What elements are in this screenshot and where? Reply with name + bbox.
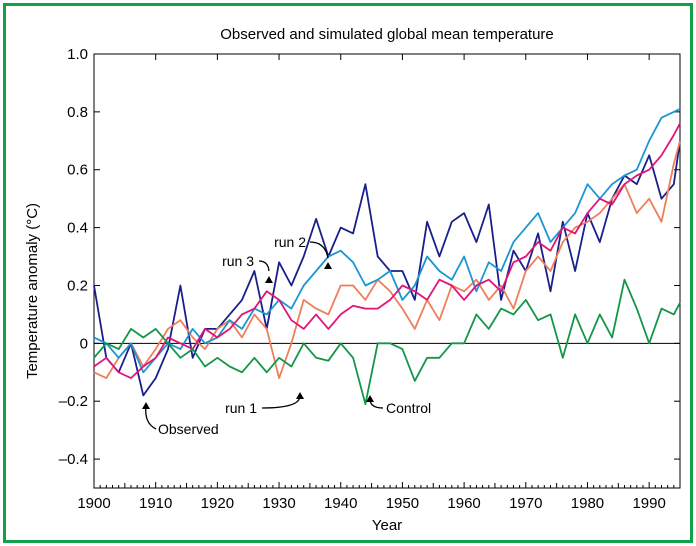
chart-title: Observed and simulated global mean tempe… [220,26,554,43]
annotation-label-observed: Observed [158,421,219,437]
annotation-arrowhead-observed [142,402,150,409]
annotation-label-run-3: run 3 [222,253,254,269]
annotation-label-control: Control [386,400,431,416]
series-line-run-1 [93,140,681,380]
x-tick-label: 1910 [139,495,172,512]
x-tick-label: 1960 [447,495,480,512]
y-tick-label: –0.2 [59,393,88,410]
annotation-arrow-observed [145,405,157,430]
y-tick-label: 0.4 [67,220,88,237]
series-line-run-3 [93,122,681,380]
y-axis-label: Temperature anomaly (°C) [24,203,41,379]
y-tick-label: 1.0 [67,46,88,63]
x-tick-label: 1940 [324,495,357,512]
plot-area [93,53,681,489]
x-tick-label: 1970 [509,495,542,512]
y-tick-label: 0.2 [67,277,88,294]
series-line-control [93,278,681,406]
y-tick-label: 0.6 [67,162,88,179]
annotation-arrowhead-run-3 [265,276,273,283]
series-line-run-2 [93,108,681,374]
y-tick-label: –0.4 [59,451,88,468]
x-tick-label: 1950 [386,495,419,512]
x-tick-label: 1990 [632,495,665,512]
annotation-label-run-2: run 2 [274,234,306,250]
x-axis-label: Year [372,517,402,534]
annotation-arrow-run-3 [258,260,270,272]
x-tick-label: 1930 [262,495,295,512]
x-tick-label: 1920 [201,495,234,512]
y-tick-label: 0.8 [67,104,88,121]
annotation-arrowhead-control [366,395,374,402]
annotation-arrow-run-1 [261,395,301,409]
annotation-arrow-run-2 [309,241,329,259]
x-tick-label: 1900 [77,495,110,512]
annotation-label-run-1: run 1 [225,400,257,416]
y-tick-label: 0 [80,335,88,352]
annotation-arrowhead-run-1 [296,392,304,399]
chart-frame [3,3,693,543]
annotation-arrowhead-run-2 [324,262,332,269]
x-tick-label: 1980 [571,495,604,512]
